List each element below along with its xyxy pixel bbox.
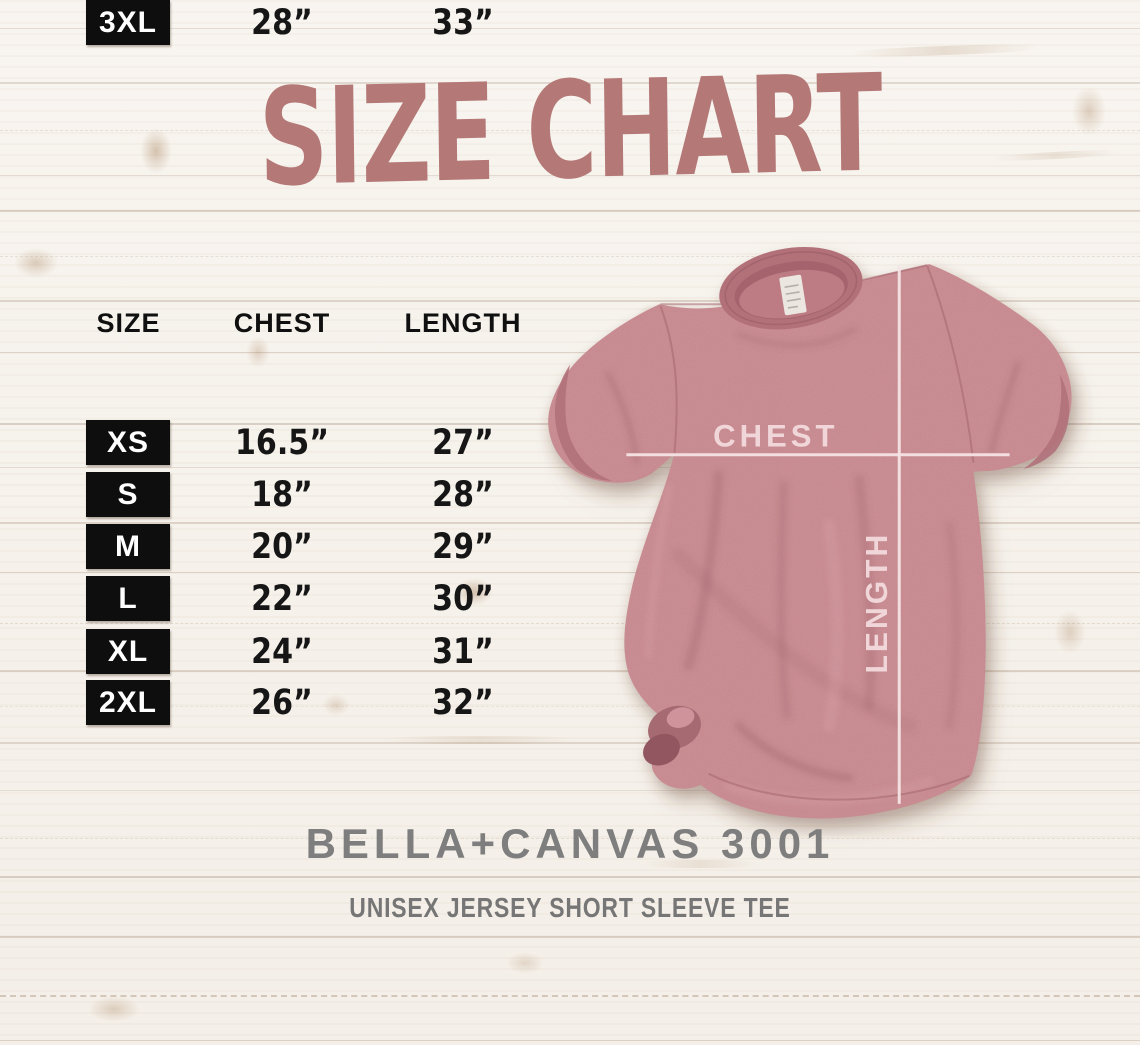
wood-seam xyxy=(0,838,1140,839)
wood-seam xyxy=(0,936,1140,938)
table-row: XS 16.5” 27” xyxy=(86,420,566,465)
wood-seam xyxy=(0,670,1140,672)
wood-knot xyxy=(246,336,270,368)
right-cuff-roll xyxy=(1023,374,1070,469)
product-subtitle: UNISEX JERSEY SHORT SLEEVE TEE xyxy=(349,892,791,923)
wood-streak xyxy=(380,736,580,744)
wood-knot xyxy=(14,248,58,278)
wood-seam xyxy=(0,623,1140,624)
collar xyxy=(719,246,863,330)
table-row: XL 24” 31” xyxy=(86,629,566,674)
size-badge: XL xyxy=(86,629,170,674)
column-header-chest: CHEST xyxy=(233,308,331,338)
neck-tag xyxy=(779,274,807,316)
wood-knot xyxy=(140,128,172,174)
wood-seam xyxy=(0,130,1140,131)
size-badge: M xyxy=(86,524,170,569)
wood-knot xyxy=(455,578,493,606)
table-row: M 20” 29” xyxy=(86,524,566,569)
wood-seam xyxy=(0,706,1140,707)
size-badge: S xyxy=(86,472,170,517)
length-value: 32” xyxy=(432,682,494,723)
wood-seam xyxy=(0,572,1140,573)
wood-seam xyxy=(0,210,1140,212)
chest-value: 24” xyxy=(251,631,313,672)
wood-seam xyxy=(0,256,1140,257)
wood-knot xyxy=(322,694,350,716)
wood-seam xyxy=(0,82,1140,84)
length-value: 31” xyxy=(432,631,494,672)
tshirt-svg: CHEST LENGTH xyxy=(548,246,1079,830)
size-badge: 3XL xyxy=(86,0,170,45)
page-title: SIZE CHART xyxy=(257,45,883,217)
length-value: 29” xyxy=(432,526,494,567)
hem-knot xyxy=(643,705,701,766)
chest-label: CHEST xyxy=(713,419,838,454)
table-row: L 22” 30” xyxy=(86,576,566,621)
table-row: 2XL 26” 32” xyxy=(86,680,566,725)
wood-seam xyxy=(0,28,1140,29)
size-badge: XS xyxy=(86,420,170,465)
wood-seam xyxy=(0,175,1140,176)
wood-knot xyxy=(1072,86,1106,136)
shirt-seams xyxy=(659,264,975,801)
wood-seam xyxy=(0,995,1140,997)
wood-seam xyxy=(0,352,1140,353)
table-row: S 18” 28” xyxy=(86,472,566,517)
tshirt-photo: CHEST LENGTH xyxy=(528,224,1120,836)
wood-knot xyxy=(506,952,544,974)
wood-seam xyxy=(0,522,1140,524)
chest-value: 20” xyxy=(251,526,313,567)
column-header-length: LENGTH xyxy=(404,308,522,338)
wood-seam xyxy=(0,876,1140,878)
length-label: LENGTH xyxy=(861,532,894,674)
length-value: 27” xyxy=(432,422,494,463)
chest-value: 26” xyxy=(251,682,313,723)
wood-streak xyxy=(640,860,760,868)
length-value: 33” xyxy=(432,2,494,43)
wood-seam xyxy=(0,1040,1140,1041)
chest-value: 28” xyxy=(251,2,313,43)
product-name: BELLA+CANVAS 3001 xyxy=(305,820,835,867)
wood-seam xyxy=(0,300,1140,302)
chest-value: 22” xyxy=(251,578,313,619)
column-header-size: SIZE xyxy=(96,308,161,338)
length-value: 30” xyxy=(432,578,494,619)
wood-knot xyxy=(1054,610,1086,654)
wood-knot xyxy=(88,996,140,1022)
wood-seam xyxy=(0,790,1140,791)
chest-value: 18” xyxy=(251,474,313,515)
left-cuff-roll xyxy=(554,364,613,481)
wood-seam xyxy=(0,742,1140,744)
chest-value: 16.5” xyxy=(234,422,330,463)
size-badge: 2XL xyxy=(86,680,170,725)
table-row: 3XL 28” 33” xyxy=(86,0,566,45)
table-header-row: SIZE CHEST LENGTH xyxy=(86,308,566,338)
length-value: 28” xyxy=(432,474,494,515)
wood-streak xyxy=(989,148,1121,163)
size-badge: L xyxy=(86,576,170,621)
